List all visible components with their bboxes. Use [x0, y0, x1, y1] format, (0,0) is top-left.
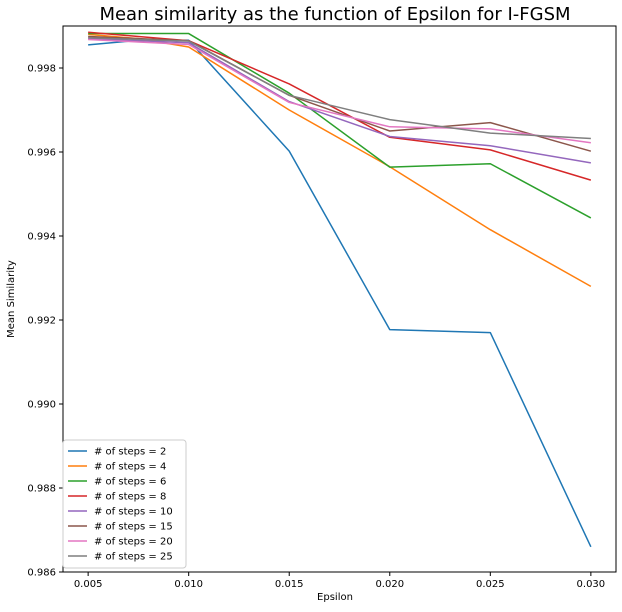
legend-box: [62, 439, 187, 569]
y-axis: 0.986 0.988 0.990 0.992 0.994 0.996 0.998: [27, 64, 63, 579]
y-axis-label: Mean Similarity: [6, 260, 17, 338]
series-line-8: [88, 37, 591, 140]
legend-label: # of steps = 25: [94, 552, 173, 563]
y-tick-label: 0.994: [27, 232, 56, 243]
series-line-5: [88, 37, 591, 164]
legend-label: # of steps = 15: [94, 522, 173, 533]
legend-label: # of steps = 4: [94, 462, 166, 473]
legend-label: # of steps = 10: [94, 507, 173, 518]
plot-area-frame: [62, 25, 617, 573]
legend-label: # of steps = 6: [94, 477, 166, 488]
x-tick-label: 0.025: [476, 579, 505, 590]
x-tick-label: 0.020: [375, 579, 404, 590]
y-tick-label: 0.992: [27, 316, 56, 327]
y-tick-label: 0.996: [27, 148, 56, 159]
series-line-7: [88, 38, 591, 144]
x-tick-label: 0.010: [174, 579, 203, 590]
x-tick-label: 0.030: [577, 579, 606, 590]
legend-label: # of steps = 8: [94, 492, 166, 503]
y-tick-label: 0.998: [27, 64, 56, 75]
y-tick-label: 0.986: [27, 568, 56, 579]
y-tick-label: 0.990: [27, 400, 56, 411]
legend-label: # of steps = 2: [94, 447, 166, 458]
x-tick-label: 0.015: [275, 579, 304, 590]
legend-label: # of steps = 20: [94, 537, 173, 548]
x-axis-label: Epsilon: [317, 592, 353, 603]
chart-title: Mean similarity as the function of Epsil…: [99, 4, 570, 25]
y-tick-label: 0.988: [27, 484, 56, 495]
series-line-3: [88, 32, 592, 219]
series-line-4: [88, 31, 592, 181]
series-line-2: [88, 33, 592, 288]
x-axis: 0.005 0.010 0.015 0.020 0.025 0.030: [74, 572, 605, 590]
legend: # of steps = 2 # of steps = 4 # of steps =…: [62, 439, 187, 569]
series-lines: [88, 31, 592, 548]
x-tick-label: 0.005: [74, 579, 103, 590]
